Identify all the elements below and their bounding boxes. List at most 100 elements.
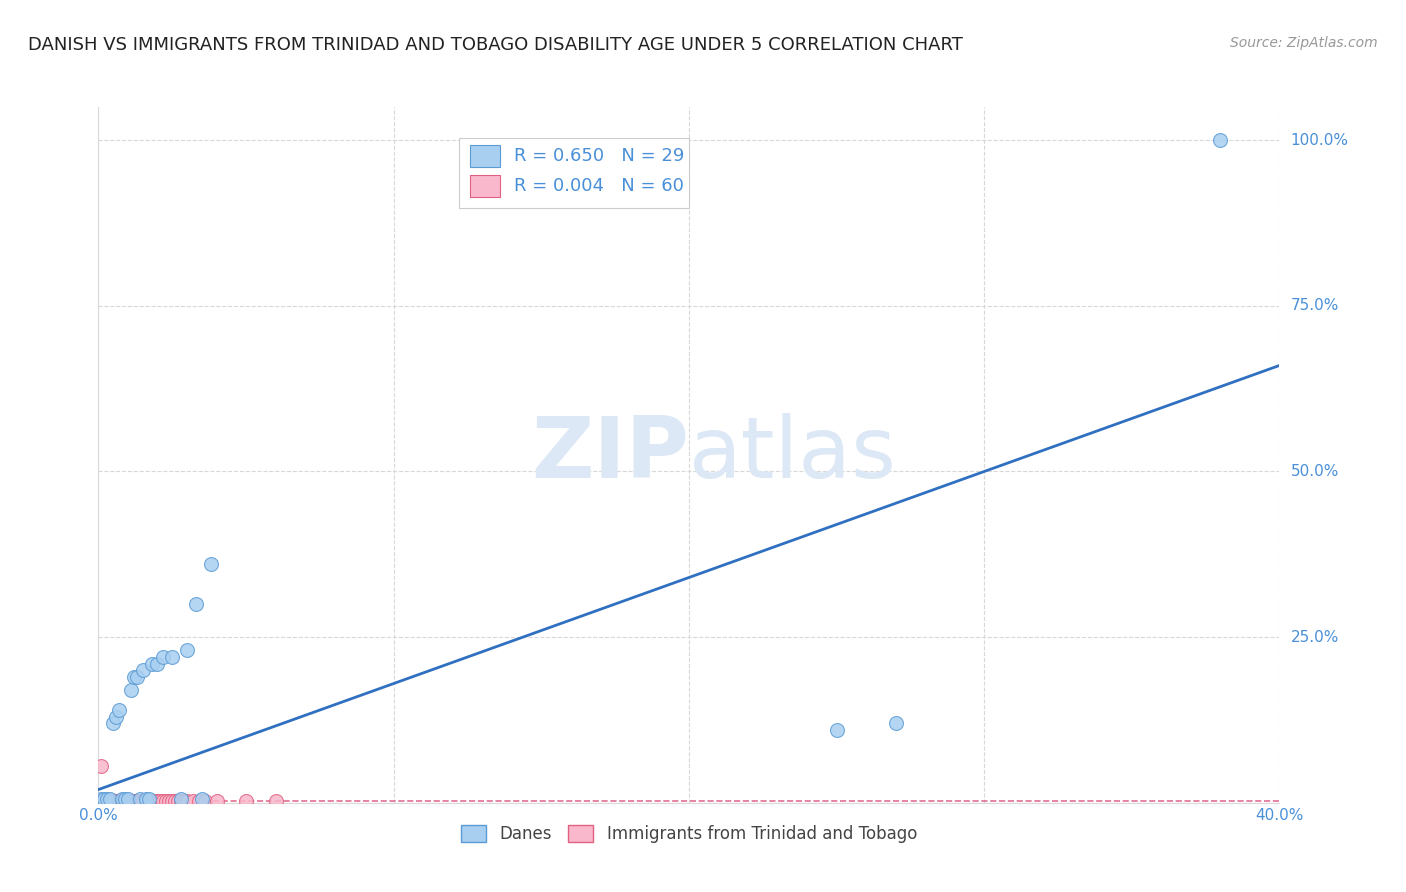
Point xyxy=(108,703,131,717)
Point xyxy=(114,792,136,806)
Point xyxy=(132,663,155,677)
Point xyxy=(141,657,163,671)
Point xyxy=(235,794,257,808)
Point xyxy=(205,794,228,808)
Point xyxy=(111,792,134,806)
Point xyxy=(98,794,121,808)
Point xyxy=(152,794,174,808)
Point xyxy=(173,794,195,808)
Point xyxy=(194,794,217,808)
Point xyxy=(90,794,112,808)
Point xyxy=(111,794,134,808)
Point xyxy=(96,794,118,808)
Point xyxy=(200,558,222,572)
Text: Source: ZipAtlas.com: Source: ZipAtlas.com xyxy=(1230,36,1378,50)
Point xyxy=(1209,133,1232,147)
Point xyxy=(155,794,177,808)
Point xyxy=(96,794,118,808)
Point xyxy=(181,794,204,808)
Point xyxy=(146,794,169,808)
Point xyxy=(93,794,115,808)
Point xyxy=(125,794,148,808)
Point xyxy=(122,794,145,808)
Point xyxy=(96,792,118,806)
Point xyxy=(122,670,145,684)
Point xyxy=(105,709,128,723)
Point xyxy=(149,794,172,808)
Point xyxy=(103,794,125,808)
Point xyxy=(141,794,163,808)
Point xyxy=(103,794,125,808)
Point xyxy=(103,716,125,731)
Point xyxy=(128,792,150,806)
Point xyxy=(98,794,121,808)
Point xyxy=(125,670,148,684)
Point xyxy=(135,792,157,806)
Text: R = 0.650   N = 29: R = 0.650 N = 29 xyxy=(515,147,685,165)
Point xyxy=(117,794,139,808)
Point xyxy=(90,794,112,808)
Point xyxy=(103,794,125,808)
Point xyxy=(96,794,118,808)
Text: 75.0%: 75.0% xyxy=(1291,298,1339,313)
FancyBboxPatch shape xyxy=(458,138,689,208)
Text: atlas: atlas xyxy=(689,413,897,497)
Point xyxy=(117,792,139,806)
Point xyxy=(96,794,118,808)
Point xyxy=(157,794,180,808)
Point xyxy=(98,794,121,808)
Legend: Danes, Immigrants from Trinidad and Tobago: Danes, Immigrants from Trinidad and Toba… xyxy=(454,819,924,850)
Point xyxy=(120,794,142,808)
Point xyxy=(152,650,174,665)
Point xyxy=(96,794,118,808)
Point xyxy=(105,794,128,808)
Point xyxy=(98,794,121,808)
Point xyxy=(93,792,115,806)
Point xyxy=(114,794,136,808)
Point xyxy=(90,759,112,773)
Point xyxy=(120,683,142,698)
Point xyxy=(176,794,198,808)
Text: 25.0%: 25.0% xyxy=(1291,630,1339,645)
Point xyxy=(143,794,166,808)
Text: R = 0.004   N = 60: R = 0.004 N = 60 xyxy=(515,177,685,194)
Point xyxy=(170,792,193,806)
FancyBboxPatch shape xyxy=(471,145,501,167)
Point xyxy=(108,794,131,808)
Point xyxy=(146,657,169,671)
Text: 50.0%: 50.0% xyxy=(1291,464,1339,479)
Text: 100.0%: 100.0% xyxy=(1291,133,1348,148)
Point xyxy=(117,794,139,808)
Point xyxy=(87,794,110,808)
Point xyxy=(132,794,155,808)
Text: DANISH VS IMMIGRANTS FROM TRINIDAD AND TOBAGO DISABILITY AGE UNDER 5 CORRELATION: DANISH VS IMMIGRANTS FROM TRINIDAD AND T… xyxy=(28,36,963,54)
Point xyxy=(884,716,907,731)
Point xyxy=(167,794,190,808)
Point xyxy=(128,794,150,808)
Point xyxy=(98,794,121,808)
Point xyxy=(105,794,128,808)
Point xyxy=(122,794,145,808)
Point xyxy=(108,794,131,808)
Point xyxy=(108,794,131,808)
Point xyxy=(138,794,160,808)
Point xyxy=(138,792,160,806)
Point xyxy=(105,794,128,808)
Text: ZIP: ZIP xyxy=(531,413,689,497)
Point xyxy=(93,794,115,808)
Point xyxy=(114,794,136,808)
Point xyxy=(165,794,187,808)
Point xyxy=(176,643,198,657)
Point xyxy=(191,792,214,806)
Point xyxy=(135,794,157,808)
Point xyxy=(187,794,209,808)
Point xyxy=(162,794,183,808)
Point xyxy=(825,723,848,737)
Point xyxy=(98,792,121,806)
Point xyxy=(111,794,134,808)
Point xyxy=(90,792,112,806)
FancyBboxPatch shape xyxy=(471,175,501,197)
Point xyxy=(93,794,115,808)
Point xyxy=(264,794,287,808)
Point xyxy=(170,794,193,808)
